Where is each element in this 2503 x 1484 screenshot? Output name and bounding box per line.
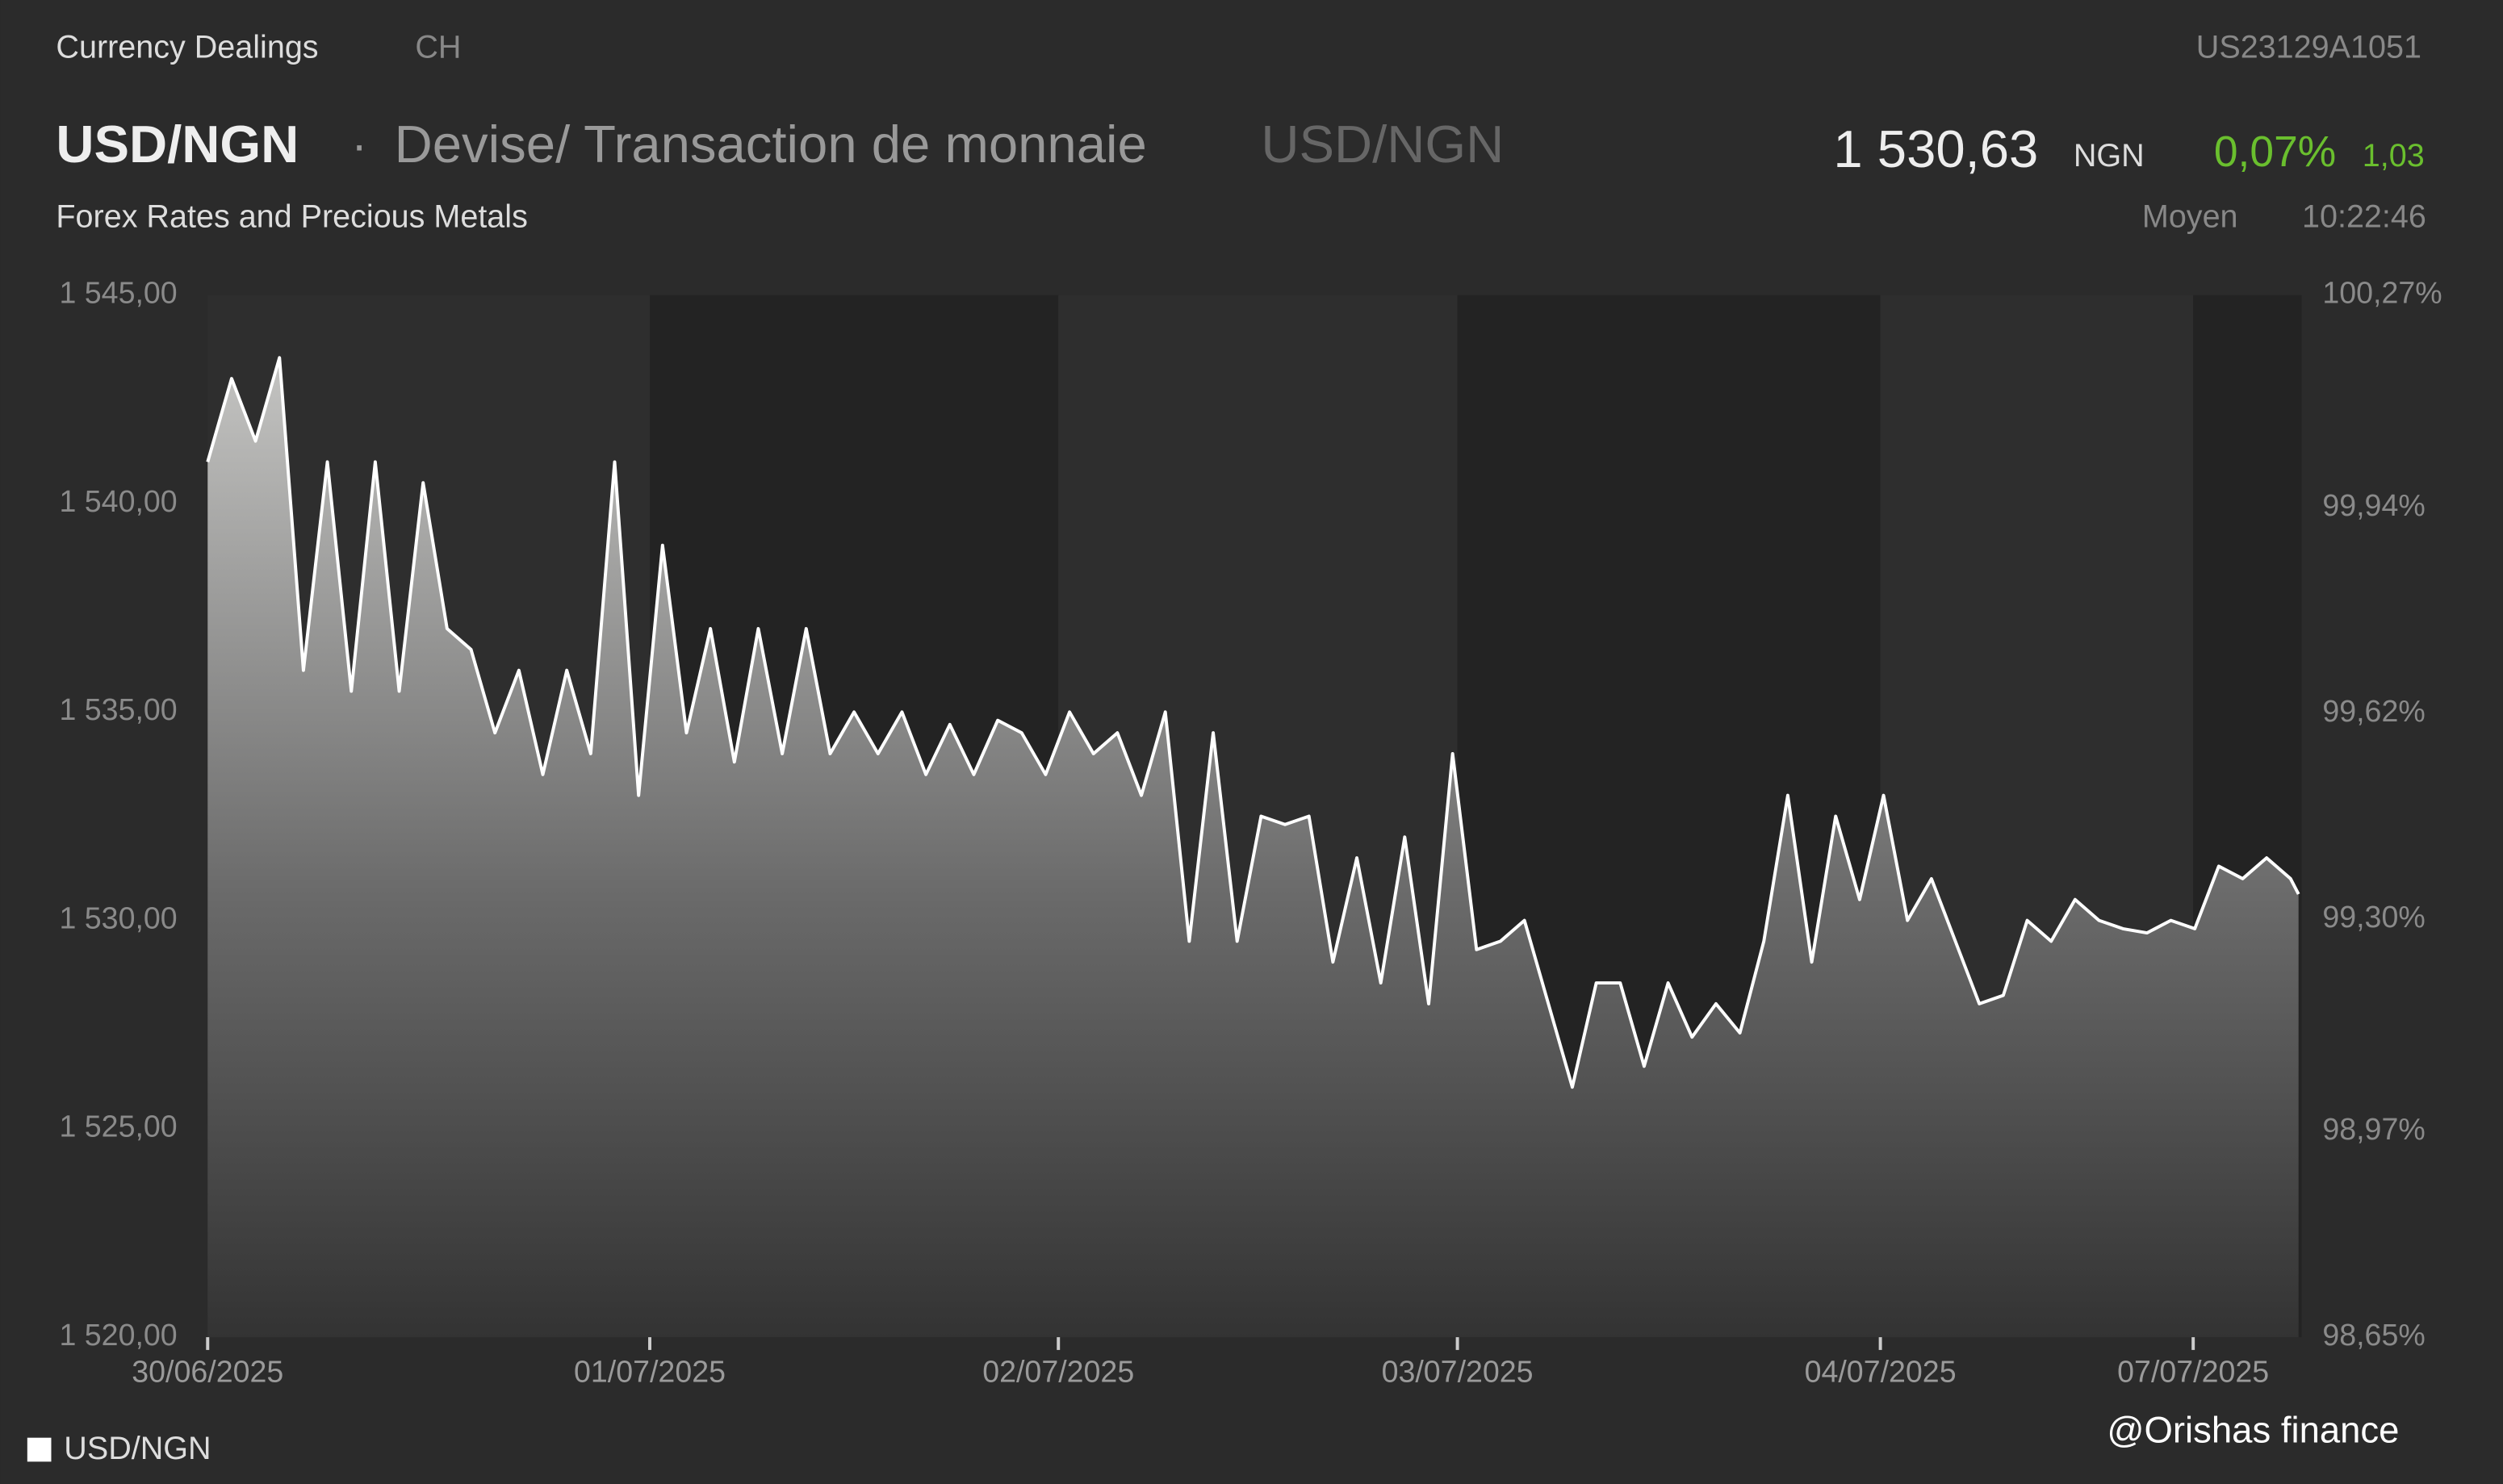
legend-label: USD/NGN [64, 1431, 211, 1466]
symbol-alt: USD/NGN [1261, 115, 1504, 173]
section: Currency Dealings [56, 30, 318, 65]
x-tick-label: 03/07/2025 [1382, 1354, 1534, 1388]
x-tick-label: 01/07/2025 [574, 1354, 726, 1388]
currency: NGN [2074, 138, 2145, 173]
y2-tick-label: 100,27% [2322, 276, 2442, 310]
series-line [206, 356, 2300, 1089]
area-fill [207, 357, 2299, 1338]
separator: · [351, 118, 367, 172]
subtitle: Forex Rates and Precious Metals [56, 199, 527, 234]
time: 10:22:46 [2302, 199, 2426, 234]
change-pct: 0,07% [2214, 128, 2336, 176]
y2-tick-label: 99,62% [2322, 694, 2425, 728]
y2-tick-label: 98,97% [2322, 1112, 2425, 1146]
y-tick-label: 1 530,00 [59, 901, 177, 934]
y-tick-label: 1 525,00 [59, 1110, 177, 1143]
price-type: Moyen [2142, 199, 2238, 234]
price: 1 530,63 [1833, 119, 2038, 178]
x-tick-label: 02/07/2025 [982, 1354, 1134, 1388]
y-tick-label: 1 545,00 [59, 276, 177, 310]
x-tick-label: 04/07/2025 [1805, 1354, 1957, 1388]
market: CH [415, 30, 461, 65]
y-tick-label: 1 520,00 [59, 1318, 177, 1352]
y2-tick-label: 99,94% [2322, 488, 2425, 522]
y-tick-label: 1 535,00 [59, 692, 177, 726]
isin: US23129A1051 [2196, 30, 2421, 65]
x-tick-label: 07/07/2025 [2117, 1354, 2269, 1388]
watermark: @Orishas finance [2107, 1410, 2399, 1451]
change-abs: 1,03 [2363, 138, 2425, 173]
symbol: USD/NGN [56, 115, 299, 173]
y-tick-label: 1 540,00 [59, 484, 177, 518]
x-tick-label: 30/06/2025 [132, 1354, 283, 1388]
legend-swatch [27, 1437, 52, 1462]
asset-class: Devise/ Transaction de monnaie [395, 115, 1147, 173]
y2-tick-label: 98,65% [2322, 1318, 2425, 1352]
y2-tick-label: 99,30% [2322, 900, 2425, 934]
